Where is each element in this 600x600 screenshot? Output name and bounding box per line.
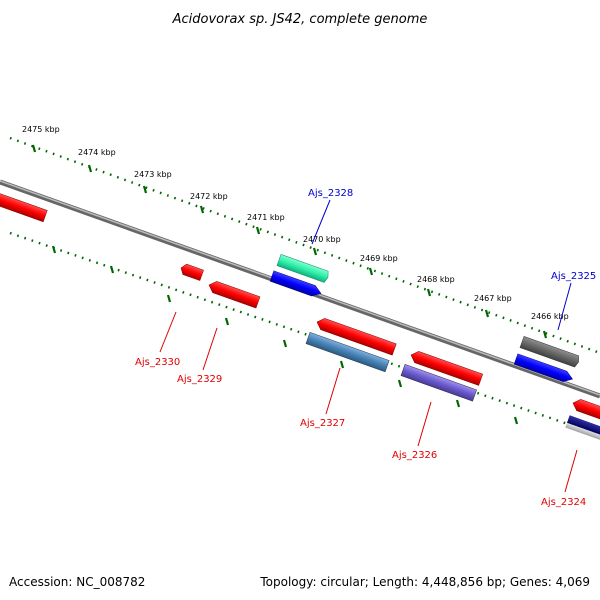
genome-summary-text: Topology: circular; Length: 4,448,856 bp…: [259, 575, 590, 589]
tick-label: 2470 kbp: [303, 235, 341, 244]
map-title: Acidovorax sp. JS42, complete genome: [172, 12, 428, 27]
leader-ajs2326: [417, 401, 432, 447]
lower-tick-track: [9, 231, 600, 437]
leader-ajs2328: [311, 199, 331, 245]
leader-ajs2325: [557, 282, 572, 331]
leader-ajs2330: [159, 311, 177, 353]
gene-ajs2329[interactable]: [207, 279, 261, 309]
gene-ajs2326[interactable]: [409, 349, 484, 386]
gene-ajs2326-b[interactable]: [400, 364, 477, 402]
gene-ajs2328[interactable]: [276, 254, 330, 283]
gene-label-ajs2327[interactable]: Ajs_2327: [300, 418, 345, 429]
leader-ajs2329: [202, 327, 218, 371]
upper-major-ticks: [31, 144, 548, 339]
gene-ajs2325-b[interactable]: [513, 353, 574, 384]
gene-ajs2324[interactable]: [571, 397, 600, 423]
lower-major-ticks: [51, 245, 519, 425]
gene-ajs2325[interactable]: [519, 336, 581, 368]
tick-label: 2467 kbp: [474, 294, 512, 303]
gene-label-ajs2326[interactable]: Ajs_2326: [392, 450, 437, 461]
leader-ajs2324: [564, 449, 578, 493]
gene-label-ajs2328[interactable]: Ajs_2328: [308, 188, 353, 199]
leader-ajs2327: [325, 367, 341, 415]
tick-label: 2466 kbp: [531, 312, 569, 321]
gene-ajs2327-b[interactable]: [305, 332, 390, 373]
tick-label: 2472 kbp: [190, 192, 228, 201]
gene-ajs2328-b[interactable]: [269, 270, 323, 299]
upper-tick-track: [9, 136, 600, 355]
tick-label: 2474 kbp: [78, 148, 116, 157]
gene-ajs2324-b[interactable]: [565, 415, 600, 441]
tick-label: 2473 kbp: [134, 170, 172, 179]
tick-label: 2468 kbp: [417, 275, 455, 284]
tick-label: 2469 kbp: [360, 254, 398, 263]
gene-ajs2330[interactable]: [179, 263, 204, 281]
accession-text: Accession: NC_008782: [9, 575, 145, 589]
gene-left-edge[interactable]: [0, 192, 48, 223]
gene-label-ajs2325[interactable]: Ajs_2325: [551, 271, 596, 282]
tick-label: 2471 kbp: [247, 213, 285, 222]
gene-label-ajs2329[interactable]: Ajs_2329: [177, 374, 222, 385]
gene-label-ajs2330[interactable]: Ajs_2330: [135, 357, 180, 368]
gene-label-ajs2324[interactable]: Ajs_2324: [541, 497, 586, 508]
gene-ajs2327[interactable]: [315, 316, 397, 356]
tick-label: 2475 kbp: [22, 125, 60, 134]
